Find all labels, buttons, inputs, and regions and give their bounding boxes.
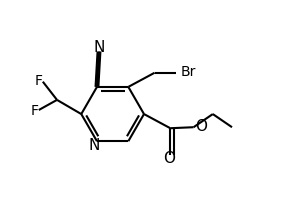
Text: Br: Br — [181, 65, 196, 79]
Text: F: F — [34, 74, 42, 88]
Text: O: O — [196, 119, 208, 134]
Text: O: O — [163, 152, 175, 167]
Text: F: F — [30, 104, 38, 118]
Text: N: N — [93, 39, 105, 54]
Text: N: N — [88, 138, 99, 153]
